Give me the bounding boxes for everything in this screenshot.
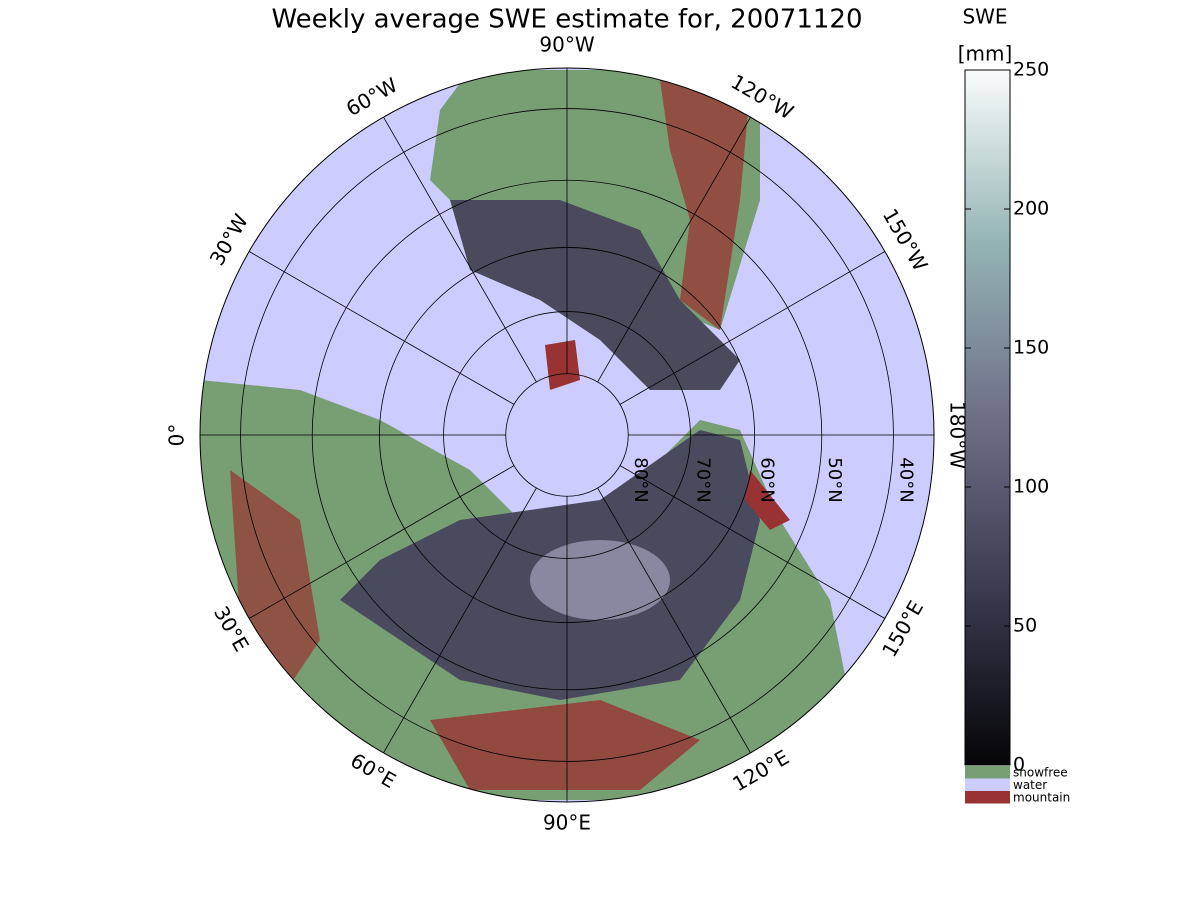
colorbar-tick-label: 0: [1013, 754, 1025, 776]
meridian: [597, 487, 751, 754]
mountains: [545, 340, 580, 390]
snow-cover: [450, 200, 740, 390]
colorbar-tick-label: 250: [1013, 59, 1049, 81]
meridian: [248, 251, 515, 405]
colorbar-tick-label: 150: [1013, 337, 1049, 359]
legend-swatch: [965, 766, 1010, 779]
latitude-label: 70°N: [692, 457, 713, 502]
longitude-label: 90°E: [543, 811, 591, 835]
legend-swatch: [965, 778, 1010, 791]
latitude-label: 50°N: [824, 457, 845, 502]
colorbar-tick-label: 100: [1013, 476, 1049, 498]
latitude-label: 80°N: [630, 457, 651, 502]
longitude-label: 0°: [165, 424, 189, 447]
meridian: [619, 465, 886, 619]
meridian: [248, 465, 515, 619]
legend-label: snowfree: [1013, 766, 1068, 780]
graticule: [200, 68, 934, 802]
mountains: [430, 700, 700, 790]
colorbar-ticks: 0 50 100 150 200 250: [965, 59, 1049, 776]
latitude-label: 60°N: [757, 457, 778, 502]
colorbar-tick-label: 200: [1013, 198, 1049, 220]
mountains: [745, 470, 790, 530]
colorbar-label: SWE: [962, 5, 1007, 29]
legend-swatch: [965, 791, 1010, 804]
colorbar: [964, 69, 1011, 766]
colorbar-tick-label: 50: [1013, 615, 1037, 637]
latitude-label: 40°N: [895, 457, 916, 502]
meridian: [383, 487, 537, 754]
deep-snow: [530, 540, 670, 620]
legend-label: water: [1013, 778, 1047, 792]
meridian: [597, 116, 751, 383]
mountains: [660, 80, 750, 330]
meridian: [619, 251, 886, 405]
map-border: [199, 67, 935, 803]
legend-label: mountain: [1013, 791, 1070, 805]
meridian: [383, 116, 537, 383]
map-area: [200, 68, 934, 802]
colorbar-unit: [mm]: [958, 42, 1013, 66]
longitude-label: 90°W: [539, 33, 594, 57]
title: Weekly average SWE estimate for, 2007112…: [271, 5, 862, 35]
